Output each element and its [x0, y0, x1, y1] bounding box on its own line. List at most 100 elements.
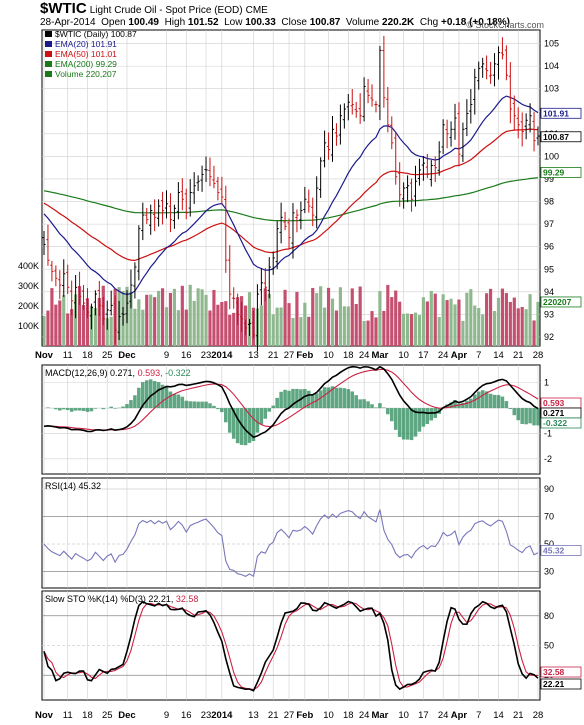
price-bar	[405, 175, 410, 203]
price-bar	[473, 68, 477, 115]
macd-histogram-bar	[255, 408, 260, 433]
macd-histogram-bar	[536, 408, 540, 426]
volume-bar	[485, 293, 489, 346]
legend-item: EMA(50) 101.01	[55, 49, 117, 59]
rsi-line	[43, 509, 539, 578]
volume-tick-label: 300K	[18, 281, 39, 291]
high-label: High	[164, 17, 186, 28]
sto-x-label: 2014	[211, 710, 233, 721]
volume-bar	[338, 287, 342, 346]
macd-histogram-bar	[393, 408, 398, 430]
volume-bar	[216, 304, 220, 346]
sto-x-label: Feb	[296, 710, 313, 721]
macd-histogram-bar	[397, 408, 402, 437]
sto-last-tag-box	[540, 678, 582, 690]
macd-histogram-bar	[220, 408, 224, 413]
sto-label-part: 22.21,	[148, 594, 176, 604]
volume-bar	[441, 294, 445, 346]
price-bar	[74, 275, 78, 319]
volume-bar	[437, 317, 441, 346]
macd-histogram-bar	[200, 401, 204, 409]
sto-x-label: 27	[284, 710, 295, 721]
volume-bar	[516, 308, 520, 346]
price-bar	[93, 290, 97, 316]
ema20-line	[43, 95, 539, 296]
volume-bar	[74, 294, 78, 346]
macd-histogram-bar	[133, 395, 137, 409]
sto-k-line	[43, 600, 539, 692]
macd-histogram-bar	[58, 408, 62, 411]
price-bar	[346, 94, 350, 121]
price-bar	[504, 45, 508, 81]
exchange-label: CME	[245, 5, 268, 16]
macd-histogram-bar	[382, 407, 386, 409]
sto-x-label: 17	[418, 710, 429, 721]
price-bar	[477, 61, 481, 90]
macd-histogram-bar	[295, 388, 299, 409]
low-label: Low	[224, 17, 243, 28]
low-value: 100.33	[245, 17, 276, 28]
price-x-label: 21	[513, 350, 524, 361]
price-x-label: 25	[102, 350, 113, 361]
macd-histogram-bar	[346, 389, 351, 409]
price-bar	[457, 102, 461, 167]
volume-bar	[188, 284, 192, 346]
macd-histogram-bar	[65, 408, 70, 410]
price-bar	[149, 204, 153, 235]
volume-bar	[204, 294, 208, 346]
macd-histogram-bar	[69, 408, 74, 412]
volume-bar	[303, 302, 307, 346]
price-bar	[168, 193, 173, 233]
volume-bar	[232, 312, 236, 346]
price-x-label: Nov	[35, 350, 54, 361]
price-bar	[319, 157, 323, 198]
price-x-label: 10	[323, 350, 334, 361]
price-bar	[129, 269, 133, 309]
sto-last-tag-box	[540, 666, 582, 678]
volume-bar	[141, 309, 145, 346]
price-bar	[180, 178, 184, 211]
volume-bar	[267, 293, 271, 346]
volume-bar	[160, 288, 165, 346]
price-bar	[516, 107, 520, 139]
volume-bar	[536, 301, 540, 346]
macd-histogram-bar	[176, 394, 181, 409]
pane-frame-macd	[41, 364, 541, 475]
volume-label: Volume	[345, 17, 380, 28]
macd-histogram-bar	[516, 408, 521, 421]
volume-bar	[429, 290, 433, 346]
line-icon	[45, 51, 52, 57]
volume-bar	[362, 321, 366, 346]
macd-tick-label: -1	[544, 428, 552, 438]
macd-histogram-bar	[259, 408, 264, 425]
macd-histogram-bar	[504, 401, 509, 409]
macd-histogram-bar	[54, 408, 58, 410]
price-bar	[378, 45, 382, 121]
volume-bar	[137, 299, 141, 346]
price-bar	[295, 209, 299, 233]
sto-x-label: 28	[533, 710, 544, 721]
volume-bar	[145, 294, 149, 346]
volume-bar	[524, 309, 528, 346]
volume-bar	[334, 310, 339, 346]
sto-last-tag: 22.21	[543, 679, 565, 689]
macd-histogram-bar	[496, 395, 501, 409]
price-tick-label: 98	[544, 197, 554, 207]
rsi-tick-label: 70	[544, 512, 554, 522]
macd-label-part: -0.322	[165, 368, 191, 378]
price-x-label: 17	[418, 350, 429, 361]
rsi-last-tag-box	[540, 545, 582, 556]
macd-histogram-bar	[386, 408, 390, 415]
macd-histogram-bar	[164, 386, 169, 409]
volume-bar	[402, 313, 406, 346]
price-bar	[283, 211, 287, 231]
macd-histogram-bar	[532, 408, 536, 426]
volume-bar	[200, 289, 204, 346]
volume-bar	[153, 297, 157, 346]
volume-bar	[473, 305, 477, 346]
macd-histogram-bar	[449, 402, 453, 409]
volume-bar	[149, 294, 153, 346]
macd-histogram-bar	[417, 408, 422, 432]
open-label: Open	[101, 17, 126, 28]
